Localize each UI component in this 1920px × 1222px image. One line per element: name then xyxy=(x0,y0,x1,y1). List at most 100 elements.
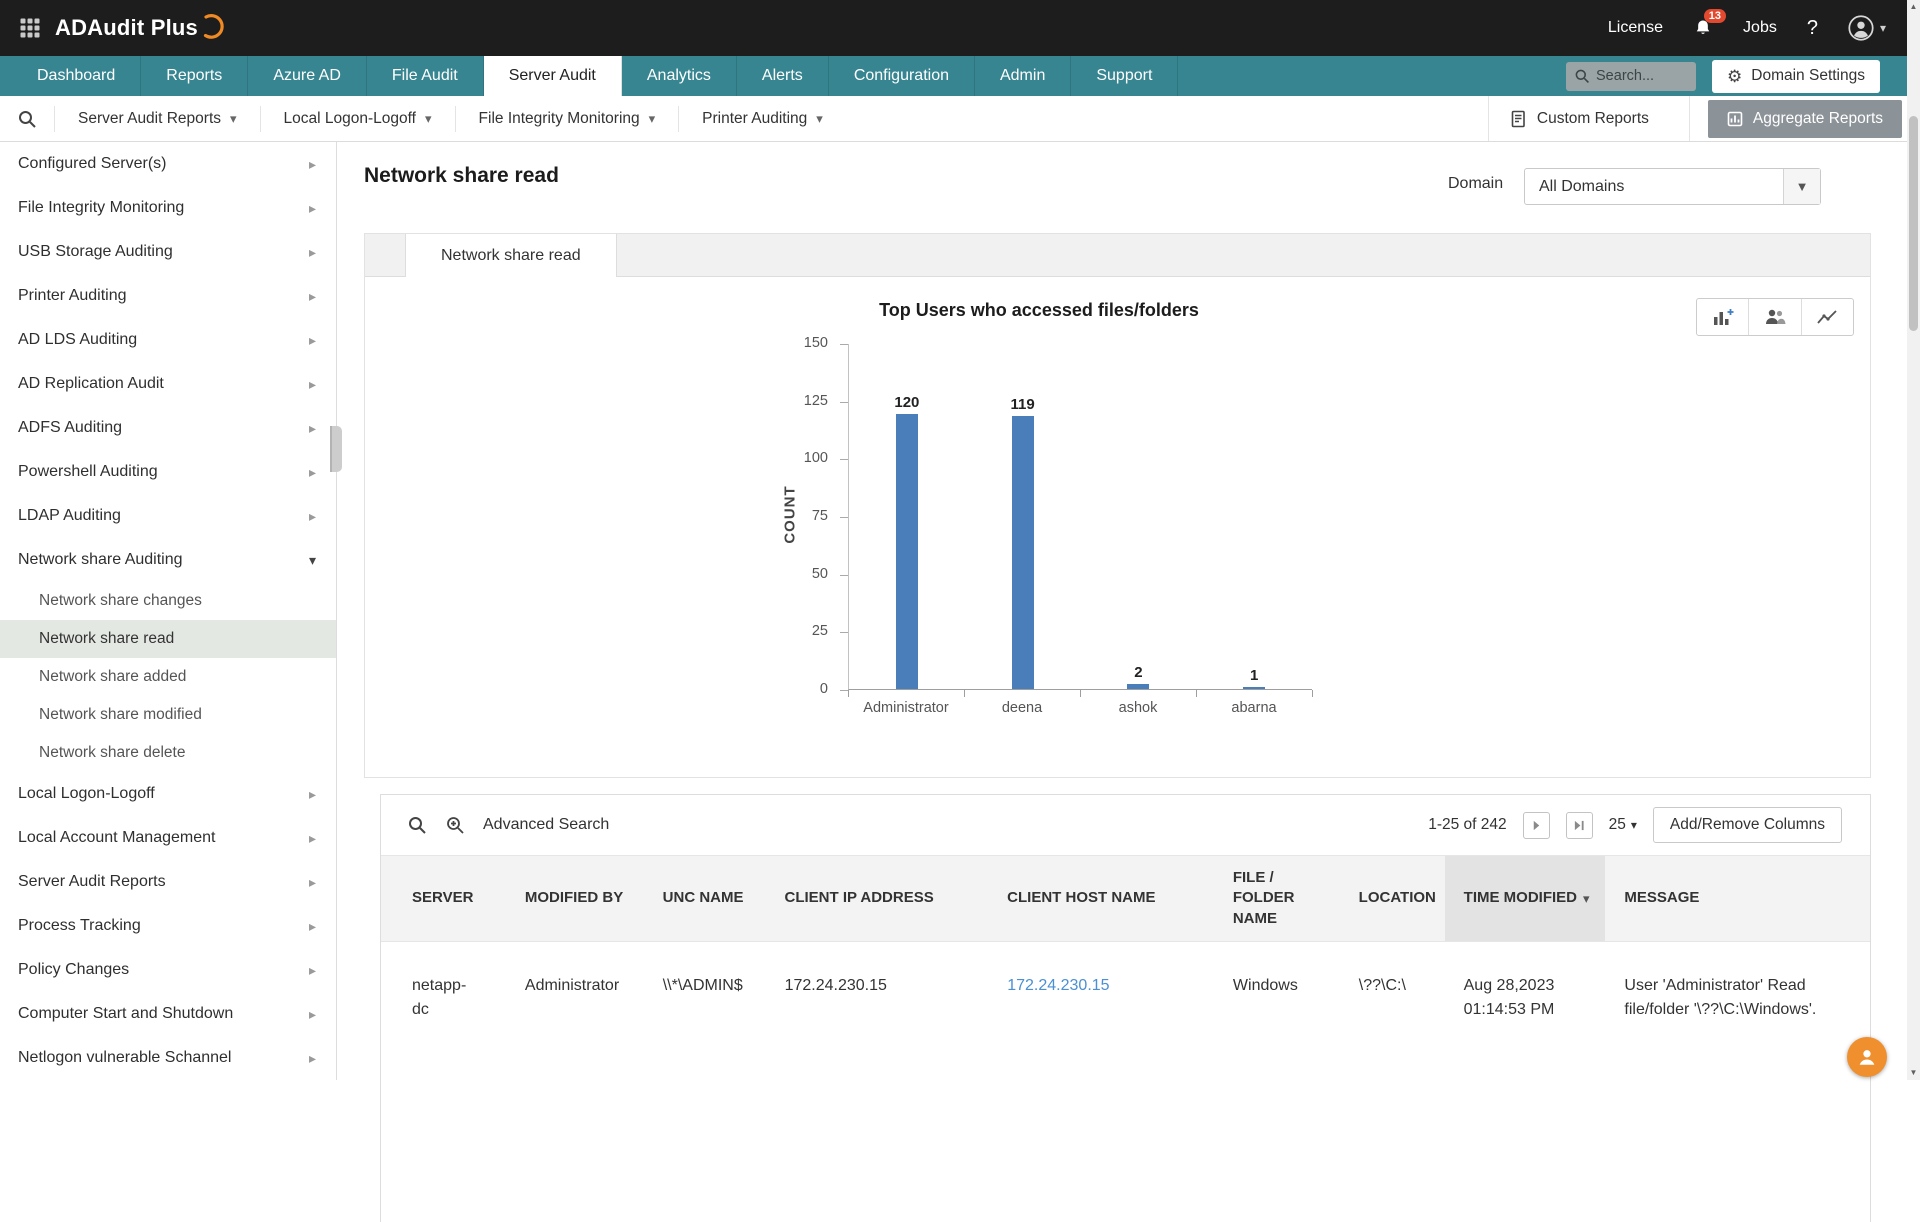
x-axis-tick xyxy=(848,690,849,697)
next-page-button[interactable] xyxy=(1522,811,1550,839)
chevron-down-icon: ▼ xyxy=(1783,169,1820,204)
app-grid-icon[interactable] xyxy=(20,18,40,38)
subnav-dropdown-printer-auditing[interactable]: Printer Auditing ▾ xyxy=(678,105,846,132)
bar-ashok[interactable] xyxy=(1127,684,1150,689)
sidebar-item-label: File Integrity Monitoring xyxy=(18,199,185,216)
custom-reports-label: Custom Reports xyxy=(1536,109,1649,127)
subnav-dropdown-file-integrity-monitoring[interactable]: File Integrity Monitoring ▾ xyxy=(454,105,679,132)
column-header-unc-name[interactable]: UNC NAME xyxy=(644,856,766,941)
dropdown-label: File Integrity Monitoring xyxy=(478,109,640,127)
bell-icon xyxy=(1693,18,1713,38)
sidebar-item-file-integrity-monitoring[interactable]: File Integrity Monitoring ▸ xyxy=(0,186,336,230)
sidebar-item-network-share-changes[interactable]: Network share changes xyxy=(0,582,336,620)
table-search-icon[interactable] xyxy=(407,815,427,835)
pagination-text: 1-25 of 242 xyxy=(1428,816,1507,833)
nav-tab-server-audit[interactable]: Server Audit xyxy=(483,56,622,96)
sidebar-item-computer-start-and-shutdown[interactable]: Computer Start and Shutdown ▸ xyxy=(0,992,336,1036)
column-header-label: SERVER xyxy=(412,889,474,907)
sidebar-item-process-tracking[interactable]: Process Tracking ▸ xyxy=(0,904,336,948)
toolbar-divider xyxy=(1688,96,1690,141)
tab-network-share-read[interactable]: Network share read xyxy=(405,234,617,277)
column-header-label: UNC NAME xyxy=(662,889,744,907)
sidebar-item-ldap-auditing[interactable]: LDAP Auditing ▸ xyxy=(0,494,336,538)
y-tick-mark xyxy=(840,401,848,403)
table-row[interactable]: netapp-dc Administrator \\*\ADMIN$ 172.24.2… xyxy=(381,941,1870,1081)
nav-tab-file-audit[interactable]: File Audit xyxy=(367,56,484,96)
sidebar-item-label: Network share modified xyxy=(39,706,202,723)
line-chart-view-icon[interactable] xyxy=(1800,299,1853,335)
cell-client-ip-address: 172.24.230.15 xyxy=(784,977,887,994)
chevron-right-icon: ▸ xyxy=(308,785,316,802)
sidebar-item-netlogon-vulnerable-schannel[interactable]: Netlogon vulnerable Schannel ▸ xyxy=(0,1036,336,1080)
bar-deena[interactable] xyxy=(1011,416,1034,689)
sidebar-item-network-share-delete[interactable]: Network share delete xyxy=(0,734,336,772)
last-page-button[interactable] xyxy=(1565,811,1593,839)
nav-tab-azure-ad[interactable]: Azure AD xyxy=(248,56,367,96)
sidebar-item-local-account-management[interactable]: Local Account Management ▸ xyxy=(0,816,336,860)
sidebar-item-local-logon-logoff[interactable]: Local Logon-Logoff ▸ xyxy=(0,772,336,816)
sidebar-item-network-share-auditing[interactable]: Network share Auditing ▾ xyxy=(0,538,336,582)
notifications-button[interactable]: 13 xyxy=(1693,9,1727,38)
bar-column-ashok: 2 xyxy=(1081,344,1197,689)
help-icon[interactable]: ? xyxy=(1806,16,1818,39)
nav-tab-configuration[interactable]: Configuration xyxy=(829,56,975,96)
column-header-time-modified[interactable]: TIME MODIFIED ▾ xyxy=(1444,856,1606,941)
scroll-down-arrow[interactable]: ▼ xyxy=(1909,1068,1918,1077)
domain-dropdown[interactable]: All Domains ▼ xyxy=(1524,168,1821,205)
nav-tab-reports[interactable]: Reports xyxy=(141,56,249,96)
sidebar-item-label: Policy Changes xyxy=(18,961,130,978)
column-header-label: MODIFIED BY xyxy=(524,889,624,907)
nav-tab-dashboard[interactable]: Dashboard xyxy=(12,56,142,96)
sidebar-item-configured-server-s[interactable]: Configured Server(s) ▸ xyxy=(0,142,336,186)
column-header-file-folder-name[interactable]: FILE / FOLDER NAME xyxy=(1214,856,1340,941)
subnav-dropdown-local-logon-logoff[interactable]: Local Logon-Logoff ▾ xyxy=(259,105,455,132)
column-header-client-host-name[interactable]: CLIENT HOST NAME xyxy=(988,856,1214,941)
bar-abarna[interactable] xyxy=(1243,687,1266,689)
custom-reports-button[interactable]: Custom Reports xyxy=(1487,96,1671,141)
advanced-search-label[interactable]: Advanced Search xyxy=(483,816,610,833)
sidebar-item-network-share-modified[interactable]: Network share modified xyxy=(0,696,336,734)
sidebar-item-network-share-read[interactable]: Network share read xyxy=(0,620,336,658)
page-scrollbar[interactable]: ▲ ▼ xyxy=(1907,0,1920,1080)
sidebar-item-server-audit-reports[interactable]: Server Audit Reports ▸ xyxy=(0,860,336,904)
nav-tab-analytics[interactable]: Analytics xyxy=(622,56,737,96)
scroll-up-arrow[interactable]: ▲ xyxy=(1909,2,1918,11)
sidebar-item-usb-storage-auditing[interactable]: USB Storage Auditing ▸ xyxy=(0,230,336,274)
report-search-icon[interactable] xyxy=(0,109,54,129)
client-host-link[interactable]: 172.24.230.15 xyxy=(1007,977,1110,994)
column-header-message[interactable]: MESSAGE xyxy=(1605,856,1870,941)
nav-tab-support[interactable]: Support xyxy=(1071,56,1179,96)
domain-settings-button[interactable]: ⚙ Domain Settings xyxy=(1712,59,1880,93)
user-menu[interactable]: ▾ xyxy=(1848,15,1886,41)
column-header-client-ip-address[interactable]: CLIENT IP ADDRESS xyxy=(766,856,989,941)
main-content: Network share read Domain All Domains ▼ … xyxy=(337,142,1907,1222)
sidebar-item-adfs-auditing[interactable]: ADFS Auditing ▸ xyxy=(0,406,336,450)
bar-value-label: 1 xyxy=(1249,667,1259,684)
sidebar-item-policy-changes[interactable]: Policy Changes ▸ xyxy=(0,948,336,992)
subnav-dropdown-server-audit-reports[interactable]: Server Audit Reports ▾ xyxy=(54,105,260,132)
document-icon xyxy=(1511,110,1527,128)
aggregate-reports-button[interactable]: Aggregate Reports xyxy=(1707,99,1902,138)
nav-tab-alerts[interactable]: Alerts xyxy=(737,56,829,96)
jobs-link[interactable]: Jobs xyxy=(1743,19,1777,36)
users-view-icon[interactable] xyxy=(1748,299,1800,335)
sidebar-item-printer-auditing[interactable]: Printer Auditing ▸ xyxy=(0,274,336,318)
page-size-dropdown[interactable]: 25 ▾ xyxy=(1609,816,1637,834)
license-link[interactable]: License xyxy=(1607,19,1664,36)
advanced-search-icon[interactable] xyxy=(445,815,465,835)
add-remove-columns-button[interactable]: Add/Remove Columns xyxy=(1652,807,1842,843)
sidebar-item-ad-lds-auditing[interactable]: AD LDS Auditing ▸ xyxy=(0,318,336,362)
bar-administrator[interactable] xyxy=(895,414,918,689)
scrollbar-thumb[interactable] xyxy=(1909,116,1918,331)
nav-tab-admin[interactable]: Admin xyxy=(975,56,1072,96)
sidebar-item-network-share-added[interactable]: Network share added xyxy=(0,658,336,696)
sidebar-item-powershell-auditing[interactable]: Powershell Auditing ▸ xyxy=(0,450,336,494)
search-input[interactable] xyxy=(1566,61,1697,91)
column-header-location[interactable]: LOCATION xyxy=(1340,856,1445,941)
sidebar-item-ad-replication-audit[interactable]: AD Replication Audit ▸ xyxy=(0,362,336,406)
bar-chart-view-icon[interactable] xyxy=(1697,299,1748,335)
column-header-modified-by[interactable]: MODIFIED BY xyxy=(506,856,644,941)
column-header-server[interactable]: SERVER xyxy=(393,856,506,941)
sidebar-collapse-handle[interactable] xyxy=(330,426,342,472)
support-chat-button[interactable] xyxy=(1847,1037,1887,1077)
